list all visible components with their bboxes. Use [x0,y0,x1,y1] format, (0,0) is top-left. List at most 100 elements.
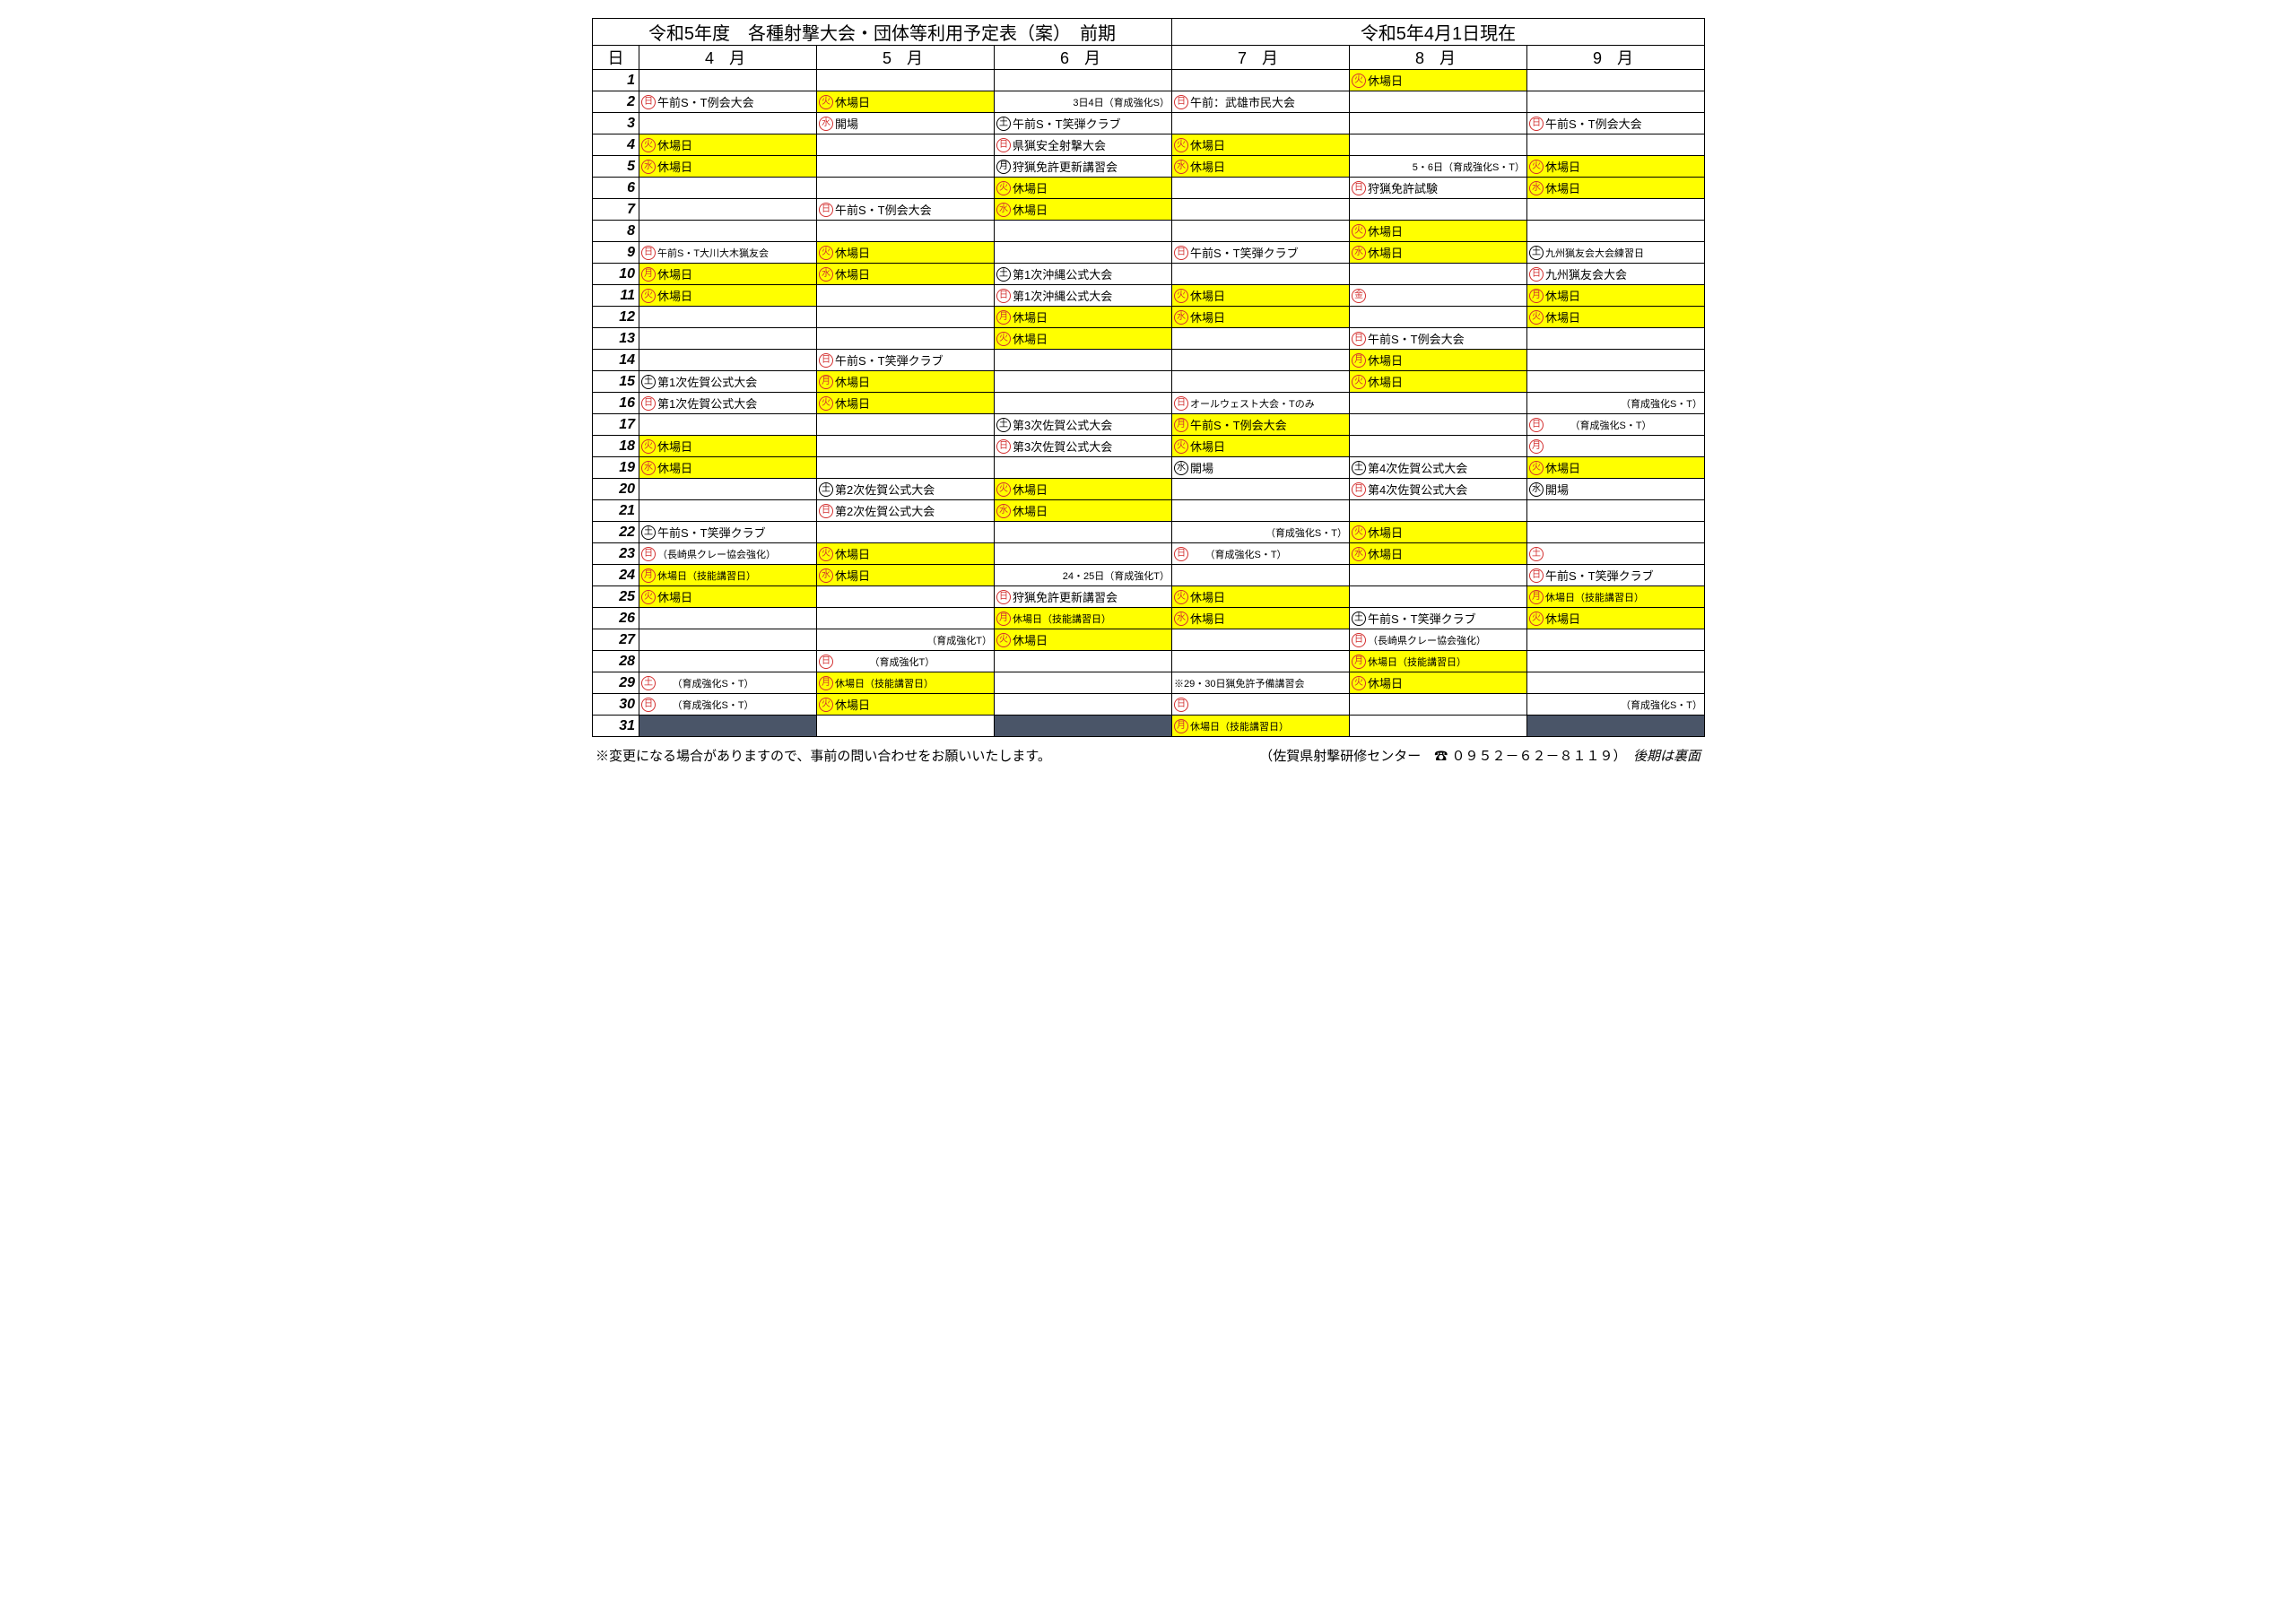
cell-text: 休場日 [657,287,692,304]
schedule-cell: 土九州猟友会大会練習日 [1527,242,1705,264]
cell-text: 午前S・T例会大会 [1190,416,1287,433]
schedule-cell: 土第3次佐賀公式大会 [995,414,1172,436]
weekday-icon: 火 [1174,439,1188,454]
table-row: 12月休場日水休場日火休場日 [593,307,1705,328]
schedule-cell: 火休場日 [1172,586,1350,608]
cell-text: 午前S・T大川大木猟友会 [657,246,769,260]
schedule-cell [817,156,995,178]
table-row: 29土 （育成強化S・T）月休場日（技能講習日）※29・30日猟免許予備講習会火… [593,672,1705,694]
day-number: 15 [593,371,639,393]
schedule-cell [1350,716,1527,737]
table-row: 6火休場日日狩猟免許試験水休場日 [593,178,1705,199]
weekday-icon: 火 [1529,612,1544,626]
schedule-cell [1350,113,1527,134]
weekday-icon: 日 [1352,332,1366,346]
weekday-icon: 水 [641,160,656,174]
cell-text: 午前S・T例会大会 [1368,330,1465,347]
weekday-icon: 土 [819,482,833,497]
schedule-cell [1527,91,1705,113]
cell-text: 休場日 [1368,222,1403,239]
weekday-icon: 土 [996,267,1011,282]
weekday-icon: 火 [1529,310,1544,325]
cell-text: 第1次佐賀公式大会 [657,373,757,390]
weekday-icon: 日 [1174,396,1188,411]
schedule-cell: 日 （育成強化S・T） [1172,543,1350,565]
weekday-icon: 水 [819,267,833,282]
weekday-icon: 火 [1352,74,1366,88]
schedule-cell [817,178,995,199]
footer-note: ※変更になる場合がありますので、事前の問い合わせをお願いいたします。 [596,746,1051,765]
schedule-cell [1527,500,1705,522]
cell-text: （育成強化T） [835,655,935,669]
schedule-cell [995,350,1172,371]
header-month-9: 9 月 [1527,46,1705,70]
schedule-cell: 火休場日 [817,694,995,716]
cell-text: 休場日 [657,136,692,153]
day-number: 25 [593,586,639,608]
schedule-cell [1350,586,1527,608]
day-number: 20 [593,479,639,500]
cell-text: 休場日 [1545,459,1580,476]
cell-text: 休場日 [1190,610,1225,627]
weekday-icon: 火 [641,439,656,454]
schedule-cell: 日 （育成強化T） [817,651,995,672]
weekday-icon: 日 [641,698,656,712]
schedule-cell: 5・6日（育成強化S・T） [1350,156,1527,178]
weekday-icon: 金 [1352,289,1366,303]
cell-text: 休場日 [1368,545,1403,562]
schedule-cell: 土第1次沖縄公式大会 [995,264,1172,285]
header-day: 日 [593,46,639,70]
schedule-cell [995,242,1172,264]
schedule-cell [1527,134,1705,156]
cell-text: （育成強化S・T） [1190,547,1287,561]
schedule-cell: 日狩猟免許試験 [1350,178,1527,199]
schedule-cell [817,285,995,307]
table-row: 8火休場日 [593,221,1705,242]
weekday-icon: 土 [1352,461,1366,475]
cell-text: 休場日 [1190,136,1225,153]
day-number: 30 [593,694,639,716]
schedule-cell: 水休場日 [995,199,1172,221]
schedule-cell: 日 [1172,694,1350,716]
schedule-cell: 土第2次佐賀公式大会 [817,479,995,500]
table-row: 5水休場日月狩猟免許更新講習会水休場日5・6日（育成強化S・T）火休場日 [593,156,1705,178]
weekday-icon: 土 [641,375,656,389]
schedule-cell [1527,70,1705,91]
day-number: 27 [593,629,639,651]
schedule-cell [1172,199,1350,221]
schedule-cell [639,70,817,91]
cell-text: 休場日 [835,395,870,412]
day-number: 5 [593,156,639,178]
table-row: 22土午前S・T笑弾クラブ（育成強化S・T）火休場日 [593,522,1705,543]
schedule-cell: 火休場日 [817,91,995,113]
day-number: 17 [593,414,639,436]
schedule-cell: 火休場日 [817,393,995,414]
table-row: 16日第1次佐賀公式大会火休場日日オールウェスト大会・Tのみ（育成強化S・T） [593,393,1705,414]
schedule-cell: 火休場日 [995,629,1172,651]
schedule-cell [1172,264,1350,285]
weekday-icon: 月 [996,612,1011,626]
schedule-cell: 火休場日 [639,134,817,156]
cell-text: 第3次佐賀公式大会 [1013,438,1112,455]
weekday-icon: 日 [819,353,833,368]
day-number: 31 [593,716,639,737]
cell-text: （育成強化S・T） [657,676,754,690]
schedule-cell [995,672,1172,694]
schedule-cell [995,70,1172,91]
schedule-cell: 火休場日 [995,328,1172,350]
schedule-cell: 水休場日 [1172,608,1350,629]
day-number: 12 [593,307,639,328]
schedule-cell: 日オールウェスト大会・Tのみ [1172,393,1350,414]
weekday-icon: 日 [1352,482,1366,497]
table-row: 20土第2次佐賀公式大会火休場日日第4次佐賀公式大会水開場 [593,479,1705,500]
schedule-cell: 月 [1527,436,1705,457]
schedule-cell: 水休場日 [995,500,1172,522]
weekday-icon: 日 [996,439,1011,454]
cell-text: 3日4日（育成強化S） [1073,95,1170,109]
cell-text: 第2次佐賀公式大会 [835,502,935,519]
day-number: 7 [593,199,639,221]
schedule-cell [1527,716,1705,737]
cell-text: 第3次佐賀公式大会 [1013,416,1112,433]
schedule-cell [817,134,995,156]
cell-text: 休場日 [1190,438,1225,455]
